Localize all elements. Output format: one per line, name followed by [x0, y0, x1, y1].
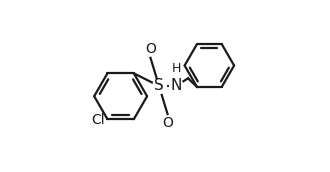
Text: H: H	[171, 62, 181, 76]
Text: O: O	[162, 116, 173, 130]
Text: Cl: Cl	[91, 113, 105, 127]
Text: S: S	[154, 78, 164, 94]
Text: O: O	[145, 42, 156, 56]
Text: N: N	[170, 78, 182, 94]
